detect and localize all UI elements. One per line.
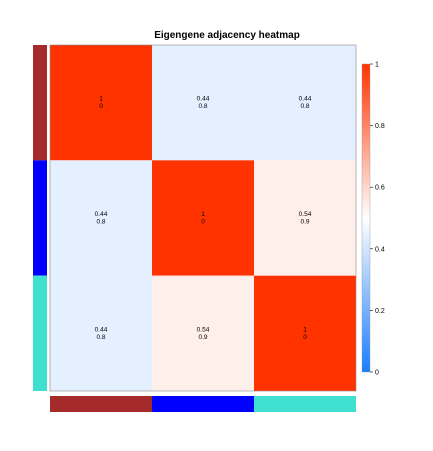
cell-label-r1-c3-secondary: 0.8 [300, 103, 309, 110]
cell-label-r2-c1-adjacency: 0.44 [95, 211, 108, 218]
cell-label-r3-c3-adjacency: 1 [303, 326, 307, 333]
row-module-swatch-3 [33, 275, 47, 391]
cell-label-r3-c1-adjacency: 0.44 [95, 326, 108, 333]
heatmap-cell-r2-c3 [254, 160, 356, 276]
cell-label-r2-c3-secondary: 0.9 [300, 219, 309, 226]
heatmap-cell-r1-c1 [50, 45, 152, 161]
colorbar-tick-label-3: 0.6 [375, 185, 385, 192]
column-module-color-bar [50, 396, 356, 412]
cell-label-r2-c1-secondary: 0.8 [96, 219, 105, 226]
heatmap-cell-r3-c3 [254, 275, 356, 391]
cell-label-r1-c3-adjacency: 0.44 [299, 96, 312, 103]
cell-label-r2-c2-secondary: 0 [201, 219, 205, 226]
heatmap-frame [49, 44, 357, 392]
row-module-swatch-1 [33, 45, 47, 161]
column-module-swatch-1 [50, 396, 152, 412]
cell-label-r3-c3-secondary: 0 [303, 334, 307, 341]
cell-label-r1-c1-secondary: 0 [99, 103, 103, 110]
cell-label-r2-c2-adjacency: 1 [201, 211, 205, 218]
cell-label-r2-c3-adjacency: 0.54 [299, 211, 312, 218]
heatmap-cell-r2-c1 [50, 160, 152, 276]
colorbar-tick-label-4: 0.8 [375, 123, 385, 130]
cell-label-r3-c1-secondary: 0.8 [96, 334, 105, 341]
heatmap-cell-r3-c2 [152, 275, 254, 391]
row-module-swatch-2 [33, 160, 47, 276]
cell-label-r3-c2-secondary: 0.9 [198, 334, 207, 341]
colorbar-tick-label-2: 0.4 [375, 246, 385, 253]
heatmap-cell-r2-c2 [152, 160, 254, 276]
column-module-swatch-3 [254, 396, 356, 412]
cell-label-r3-c2-adjacency: 0.54 [197, 326, 210, 333]
cell-label-r1-c2-adjacency: 0.44 [197, 96, 210, 103]
chart-title: Eigengene adjacency heatmap [154, 30, 300, 41]
cell-label-r1-c1-adjacency: 1 [99, 96, 103, 103]
heatmap-cell-r1-c3 [254, 45, 356, 161]
cell-label-r1-c2-secondary: 0.8 [198, 103, 207, 110]
heatmap-cell-r3-c1 [50, 275, 152, 391]
colorbar-tick-label-1: 0.2 [375, 308, 385, 315]
heatmap-cell-r1-c2 [152, 45, 254, 161]
heatmap-cells: 100.440.80.440.80.440.8100.540.90.440.80… [50, 45, 356, 391]
colorbar-legend: 0 0.2 0.4 0.6 0.8 1 [361, 62, 385, 377]
colorbar-tick-label-0: 0 [375, 370, 379, 377]
colorbar-gradient [361, 63, 371, 373]
column-module-swatch-2 [152, 396, 254, 412]
row-module-color-bar [33, 45, 47, 391]
colorbar-tick-label-5: 1 [375, 62, 379, 69]
